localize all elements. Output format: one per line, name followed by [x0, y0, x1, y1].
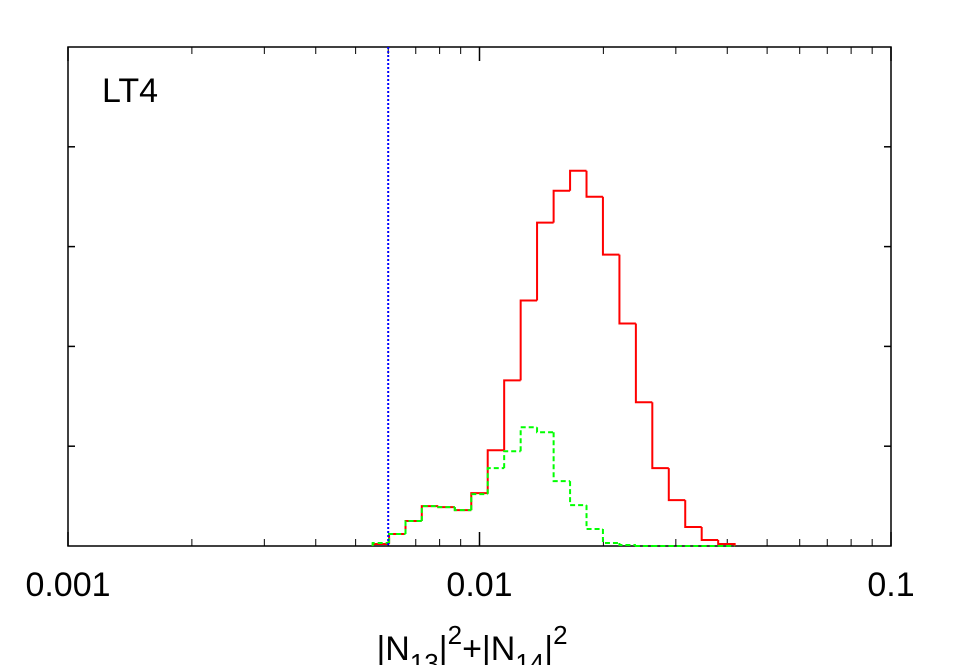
histogram-step — [519, 426, 538, 452]
histogram-step — [569, 169, 587, 191]
x-label-part: 2 — [448, 620, 462, 650]
histogram-step — [503, 379, 521, 451]
x-label-part: 13 — [410, 648, 439, 665]
histogram-step — [470, 493, 488, 511]
x-label-part: | — [544, 630, 553, 665]
histogram-step — [371, 542, 390, 546]
histogram-step — [536, 427, 554, 434]
histogram-step — [634, 545, 653, 547]
x-tick-label: 0.1 — [867, 566, 914, 604]
histogram-step — [388, 533, 406, 545]
histogram-step — [453, 507, 472, 512]
x-label-part: 14 — [515, 648, 544, 665]
x-axis-label: |N13|2+|N14|2 — [376, 620, 567, 665]
histogram-step — [634, 323, 653, 404]
histogram-step — [684, 500, 702, 529]
histogram-step — [700, 527, 719, 542]
x-label-part: |N — [376, 630, 409, 665]
histogram-step — [552, 432, 571, 483]
x-label-part: | — [439, 630, 448, 665]
histogram-step — [585, 170, 603, 198]
histogram-step — [437, 506, 455, 509]
histogram-step — [651, 402, 669, 470]
histogram-step — [420, 505, 439, 522]
histogram-step — [536, 221, 554, 301]
histogram-step — [585, 505, 603, 531]
histogram-step — [470, 492, 488, 511]
x-tick-label: 0.001 — [25, 566, 110, 604]
histogram-step — [404, 520, 422, 535]
annotation: LT4 — [102, 72, 158, 110]
histogram-step — [618, 543, 636, 547]
histogram-step — [420, 505, 439, 522]
histogram-step — [503, 450, 521, 469]
histogram-step — [601, 529, 620, 545]
histogram-step — [519, 299, 538, 381]
plot-frame — [67, 46, 892, 547]
histogram-step — [388, 533, 406, 544]
x-tick-label: 0.01 — [446, 566, 512, 604]
histogram-step — [486, 449, 505, 494]
histogram-step — [486, 467, 505, 495]
histogram-step — [552, 189, 571, 223]
histogram-step — [667, 468, 686, 502]
histogram-step — [404, 520, 422, 535]
x-label-part: +|N — [462, 630, 515, 665]
x-label-part: 2 — [553, 620, 567, 650]
histogram-step — [569, 481, 587, 507]
histogram-step — [601, 196, 620, 256]
histogram-step — [618, 254, 636, 325]
